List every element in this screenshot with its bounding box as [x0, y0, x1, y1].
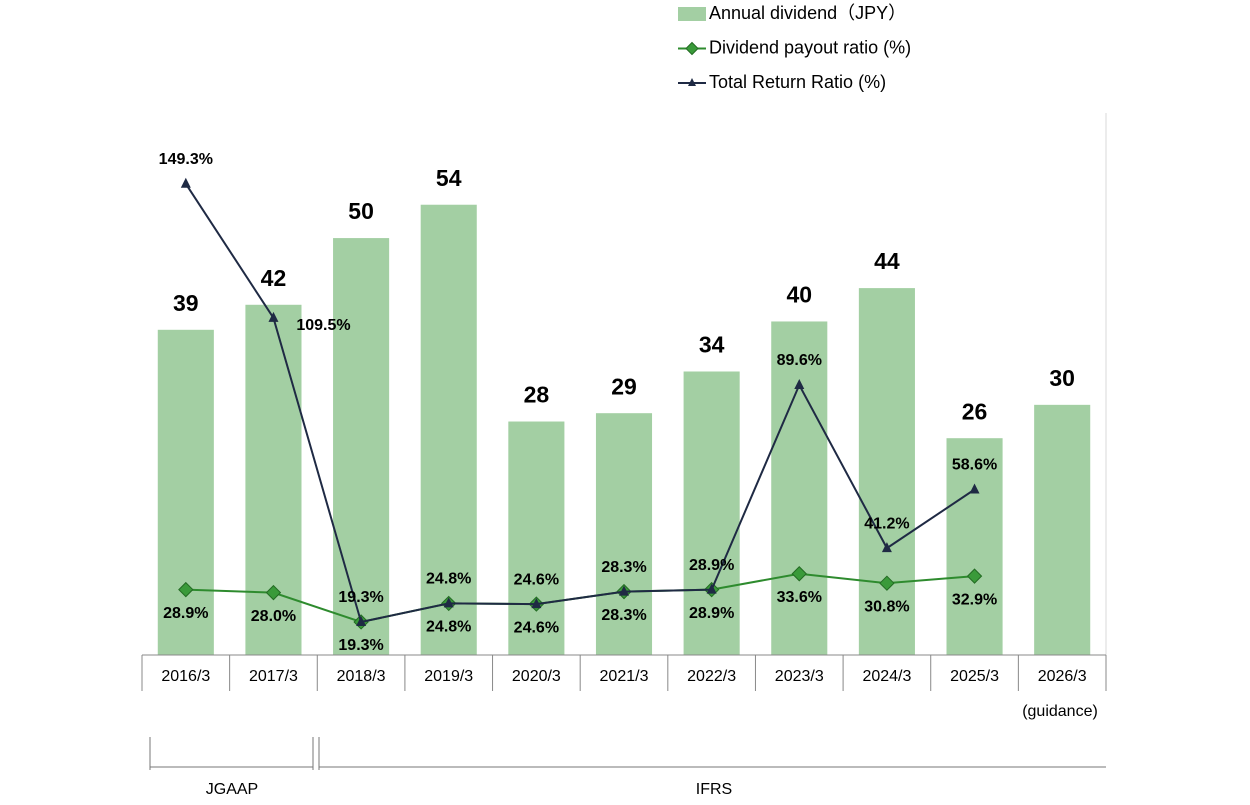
line-value-label: 24.8%: [426, 571, 471, 588]
line: [184, 183, 976, 624]
line-marker: [443, 597, 454, 608]
line-value-label: 28.3%: [601, 607, 646, 624]
line-value-label: 24.6%: [514, 571, 559, 588]
line-value-label: 89.6%: [777, 352, 822, 369]
group-label: JGAAP: [206, 781, 258, 798]
bar-value-label: 28: [524, 382, 550, 408]
line-value-label: 33.6%: [777, 589, 822, 606]
line-value-label: 28.3%: [601, 559, 646, 576]
bar: [157, 329, 214, 655]
bar: [420, 204, 477, 655]
x-tick-label: 2016/3: [161, 668, 210, 685]
line-marker: [881, 542, 892, 553]
bar-value-label: 39: [173, 290, 199, 316]
line-marker: [706, 583, 717, 594]
x-tick-label: 2019/3: [424, 668, 473, 685]
line-marker: [791, 566, 807, 582]
bar: [595, 413, 653, 655]
legend-label: Dividend payout ratio (%): [709, 37, 911, 57]
bar-value-label: 44: [874, 248, 900, 274]
bar: [858, 288, 915, 655]
bar-value-label: 54: [436, 165, 462, 191]
line-marker: [265, 584, 282, 601]
x-tick-label: 2023/3: [775, 668, 824, 685]
legend-marker: [688, 78, 696, 86]
bar-value-label: 40: [786, 282, 812, 308]
line-value-label: 28.0%: [251, 608, 296, 625]
x-tick-label: 2026/3: [1038, 668, 1087, 685]
group-brackets: [149, 737, 1106, 770]
bar-value-label: 29: [611, 373, 637, 399]
x-tick-label: 2021/3: [600, 668, 649, 685]
bar-value-label: 26: [962, 398, 988, 424]
line-value-label: 109.5%: [296, 317, 350, 334]
bar: [508, 421, 565, 655]
line-value-label: 30.8%: [864, 598, 909, 615]
bar-value-label: 42: [261, 265, 287, 291]
x-tick-label: 2020/3: [512, 668, 561, 685]
line-value-label: 28.9%: [163, 605, 208, 622]
line-marker: [619, 585, 629, 596]
bar-value-label: 34: [699, 332, 725, 358]
legend-label: Annual dividend（JPY）: [709, 3, 906, 23]
line-marker: [531, 598, 542, 609]
x-tick-label: 2022/3: [687, 668, 736, 685]
line-marker: [794, 379, 805, 390]
x-tick-label: 2018/3: [337, 668, 386, 685]
group-label: IFRS: [696, 781, 732, 798]
line-value-label: 58.6%: [952, 457, 997, 474]
bar-value-label: 30: [1049, 365, 1075, 391]
line-marker: [969, 483, 980, 494]
bar: [1034, 404, 1091, 655]
line-marker: [180, 177, 191, 188]
x-tick-label: 2024/3: [862, 668, 911, 685]
line-value-label: 19.3%: [338, 589, 383, 606]
bar-value-label: 50: [348, 198, 374, 224]
bar: [333, 238, 390, 656]
annotation: (guidance): [1022, 703, 1098, 720]
bar: [946, 438, 1003, 655]
line-value-label: 24.8%: [426, 619, 471, 636]
line-marker: [178, 581, 194, 598]
legend-swatch: [678, 7, 706, 21]
line-value-label: 32.9%: [952, 591, 997, 608]
legend-label: Total Return Ratio (%): [709, 72, 886, 92]
line-value-label: 41.2%: [864, 515, 909, 532]
line-value-label: 149.3%: [159, 151, 213, 168]
line-value-label: 24.6%: [514, 619, 559, 636]
bar: [771, 321, 828, 655]
line-marker: [268, 311, 279, 322]
bar: [245, 304, 302, 655]
legend-marker: [685, 41, 699, 56]
x-tick-label: 2025/3: [950, 668, 999, 685]
line-value-label: 28.9%: [689, 557, 734, 574]
line-marker: [966, 568, 983, 584]
line-value-label: 28.9%: [689, 605, 734, 622]
bar: [683, 371, 740, 655]
x-tick-label: 2017/3: [249, 668, 298, 685]
line-value-label: 19.3%: [338, 637, 383, 654]
line-marker: [356, 615, 367, 626]
line-marker: [879, 575, 895, 591]
